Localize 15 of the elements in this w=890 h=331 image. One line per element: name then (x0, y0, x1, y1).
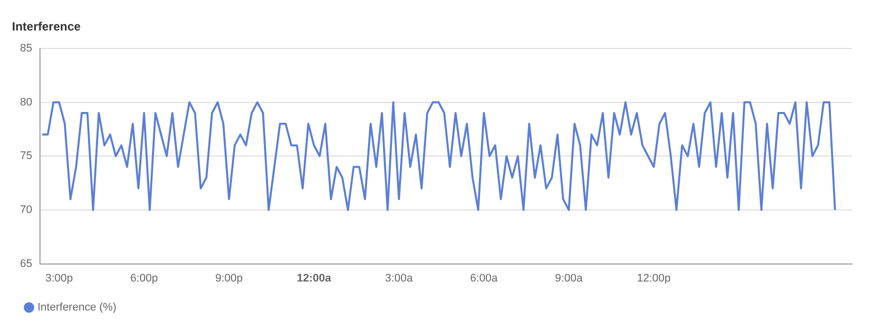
x-tick-label: 6:00p (130, 272, 158, 284)
x-tick-label: 12:00a (296, 272, 332, 284)
chart-title: Interference (12, 20, 82, 34)
x-tick-label: 3:00a (385, 272, 414, 284)
y-tick-label: 65 (20, 258, 32, 270)
x-tick-label: 12:00p (636, 272, 671, 284)
x-tick-label: 6:00a (470, 272, 499, 284)
y-tick-label: 80 (20, 96, 32, 108)
x-tick-label: 3:00p (45, 272, 73, 284)
y-tick-label: 75 (20, 150, 32, 162)
y-tick-label: 70 (20, 204, 32, 216)
x-tick-label: 9:00a (555, 272, 584, 284)
legend-label: Interference (%) (38, 302, 116, 314)
x-tick-label: 9:00p (215, 272, 243, 284)
y-tick-label: 85 (20, 42, 32, 54)
